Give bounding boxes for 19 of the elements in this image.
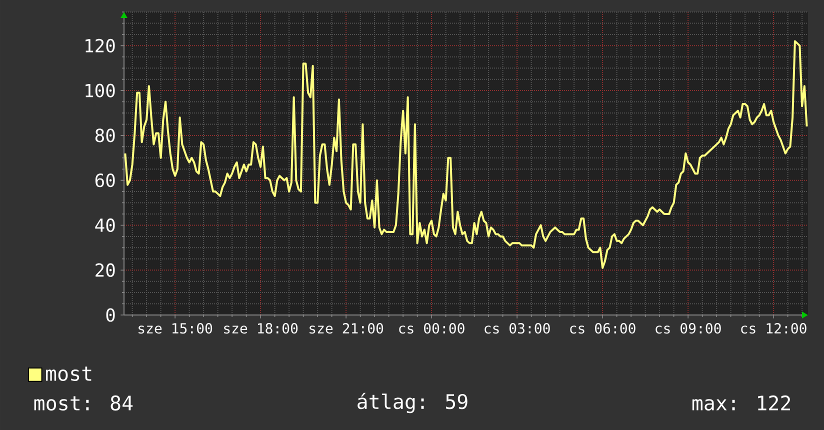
- x-tick-label: cs 06:00: [570, 323, 636, 334]
- x-tick-label: sze 15:00: [138, 323, 212, 334]
- x-tick-label: cs 12:00: [741, 323, 806, 334]
- text: átlag: 59: [358, 392, 468, 414]
- legend-label: most: [46, 366, 92, 381]
- y-tick-label: 120: [86, 38, 115, 52]
- x-tick-label: cs 03:00: [484, 323, 550, 334]
- y-tick-label: 20: [96, 263, 115, 277]
- y-tick-label: 40: [95, 218, 115, 232]
- x-tick-label: sze 21:00: [310, 323, 384, 334]
- y-tick-label: 80: [95, 128, 115, 142]
- text: max: 122: [692, 395, 790, 411]
- text: most: 84: [34, 395, 133, 411]
- y-tick-label: 0: [106, 308, 115, 322]
- x-tick-label: sze 18:00: [224, 323, 298, 334]
- x-tick-label: cs 00:00: [399, 323, 464, 334]
- y-tick-label: 100: [86, 84, 115, 98]
- y-tick-label: 60: [95, 174, 115, 188]
- x-tick-label: cs 09:00: [656, 323, 721, 334]
